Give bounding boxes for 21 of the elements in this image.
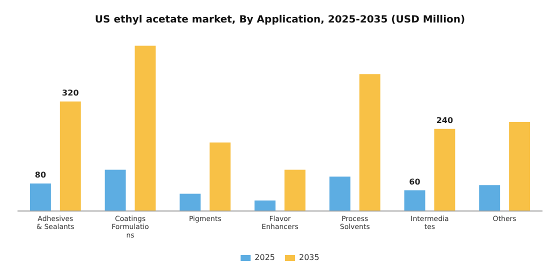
bar: [404, 190, 426, 211]
legend-label: 2025: [254, 253, 275, 262]
bar: [329, 176, 350, 211]
data-label: 60: [409, 177, 421, 186]
bar: [60, 101, 81, 211]
data-label: 80: [34, 170, 46, 180]
chart-title: US ethyl acetate market, By Application, 2025-2035 (USD Million): [94, 14, 466, 26]
data-label: 240: [436, 116, 454, 125]
bar: [104, 170, 126, 211]
data-label: 320: [62, 88, 80, 98]
bar: [30, 183, 51, 211]
bar: [284, 170, 306, 211]
bar: [210, 142, 231, 211]
bar: [180, 194, 201, 211]
bar: [434, 128, 456, 211]
bar: [134, 46, 156, 211]
bar: [509, 122, 530, 211]
bar: [479, 185, 500, 211]
legend-label: 2035: [299, 253, 320, 262]
bar: [254, 200, 276, 211]
bar: [359, 74, 380, 211]
